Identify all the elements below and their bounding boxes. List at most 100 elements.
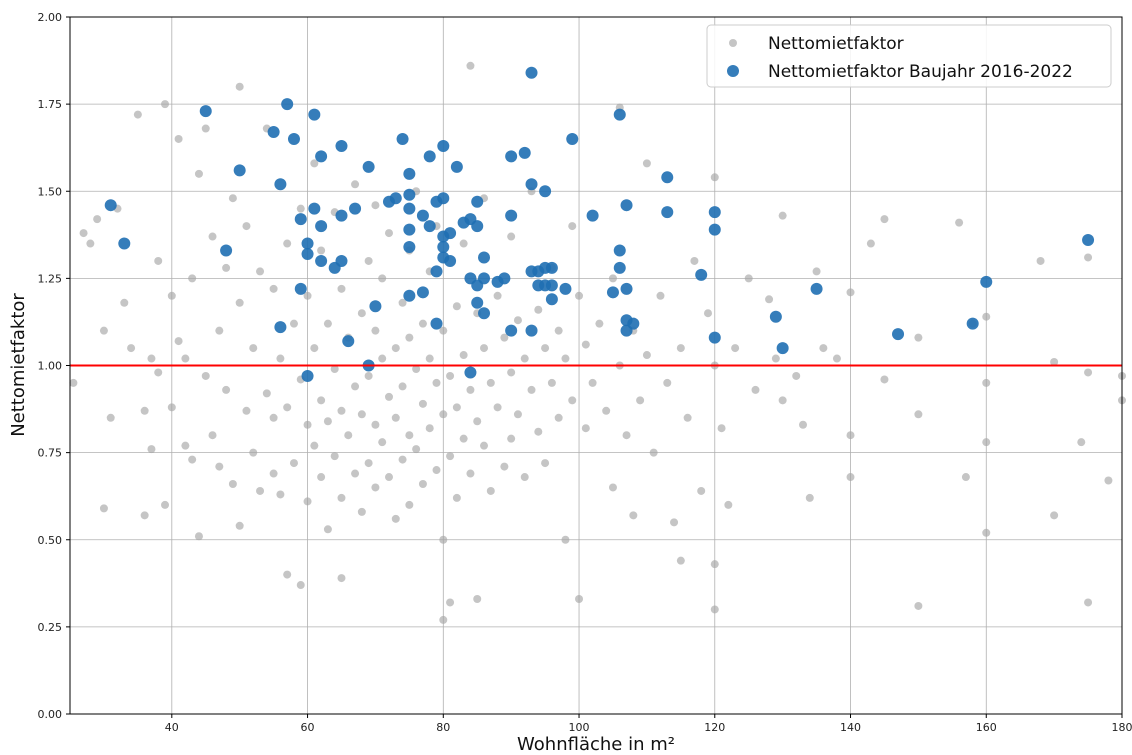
data-point-gray [310,159,319,168]
data-point-gray [351,469,360,478]
data-point-gray [391,344,400,353]
data-point-blue [776,342,789,355]
data-point-gray [425,354,434,363]
data-point-gray [690,256,699,265]
data-point-blue [620,199,633,212]
data-point-gray [147,445,156,454]
data-point-gray [310,441,319,450]
data-point-blue [274,321,287,334]
data-point-gray [378,438,387,447]
data-point-blue [471,220,484,233]
y-tick-label: 1.00 [38,360,63,373]
data-point-gray [256,267,265,276]
data-point-gray [439,615,448,624]
data-point-gray [161,100,170,109]
data-point-gray [568,396,577,405]
data-point-gray [194,532,203,541]
data-point-gray [194,169,203,178]
data-point-gray [832,354,841,363]
data-point-gray [534,305,543,314]
data-point-blue [403,167,416,180]
data-point-gray [289,459,298,468]
data-point-gray [201,124,210,133]
data-point-gray [480,344,489,353]
data-point-blue [396,132,409,145]
series-blue [104,66,1095,382]
data-point-blue [586,209,599,222]
data-point-blue [525,178,538,191]
data-point-blue [342,335,355,348]
data-point-gray [208,232,217,241]
data-point-gray [256,486,265,495]
data-point-gray [378,274,387,283]
data-point-gray [371,326,380,335]
data-point-gray [330,364,339,373]
data-point-blue [301,369,314,382]
data-point-gray [527,385,536,394]
data-point-gray [249,344,258,353]
data-point-gray [222,263,231,272]
data-point-blue [301,237,314,250]
data-point-gray [140,511,149,520]
data-point-gray [412,445,421,454]
data-point-gray [154,368,163,377]
data-point-gray [961,473,970,482]
data-point-gray [174,134,183,143]
data-point-blue [416,286,429,299]
data-point-gray [337,284,346,293]
data-point-blue [966,317,979,330]
data-point-gray [235,82,244,91]
data-point-blue [437,241,450,254]
series-gray [69,61,1126,624]
data-point-blue [478,272,491,285]
data-point-blue [545,293,558,306]
data-point-gray [283,403,292,412]
y-tick-label: 2.00 [38,11,63,24]
data-point-gray [493,403,502,412]
data-point-blue [301,247,314,260]
data-point-blue [335,209,348,222]
data-point-gray [595,319,604,328]
data-point-blue [810,282,823,295]
data-point-gray [724,500,733,509]
y-tick-label: 1.75 [38,98,63,111]
data-point-gray [120,298,129,307]
data-point-gray [513,316,522,325]
data-point-blue [233,164,246,177]
data-point-blue [613,108,626,121]
data-point-gray [575,594,584,603]
data-point-gray [649,448,658,457]
data-point-blue [450,160,463,173]
legend-marker-blue [727,65,739,77]
x-axis-title: Wohnfläche in m² [517,734,675,755]
data-point-gray [547,378,556,387]
data-point-gray [663,378,672,387]
data-point-blue [104,199,117,212]
data-point-blue [416,209,429,222]
x-tick-label: 80 [436,721,450,734]
data-point-gray [473,594,482,603]
data-point-gray [1077,438,1086,447]
data-point-gray [228,479,237,488]
data-point-gray [364,459,373,468]
y-tick-label: 0.00 [38,708,63,721]
data-point-gray [846,473,855,482]
data-point-gray [955,218,964,227]
data-point-gray [337,406,346,415]
data-point-gray [561,354,570,363]
data-point-gray [357,309,366,318]
data-point-gray [602,406,611,415]
data-point-gray [500,333,509,342]
data-point-gray [303,291,312,300]
data-point-gray [982,438,991,447]
data-point-gray [283,239,292,248]
data-point-gray [222,385,231,394]
data-point-gray [405,500,414,509]
data-point-gray [880,375,889,384]
data-point-gray [914,410,923,419]
data-point-gray [133,110,142,119]
data-point-blue [505,324,518,337]
data-point-gray [296,204,305,213]
data-point-gray [384,229,393,238]
